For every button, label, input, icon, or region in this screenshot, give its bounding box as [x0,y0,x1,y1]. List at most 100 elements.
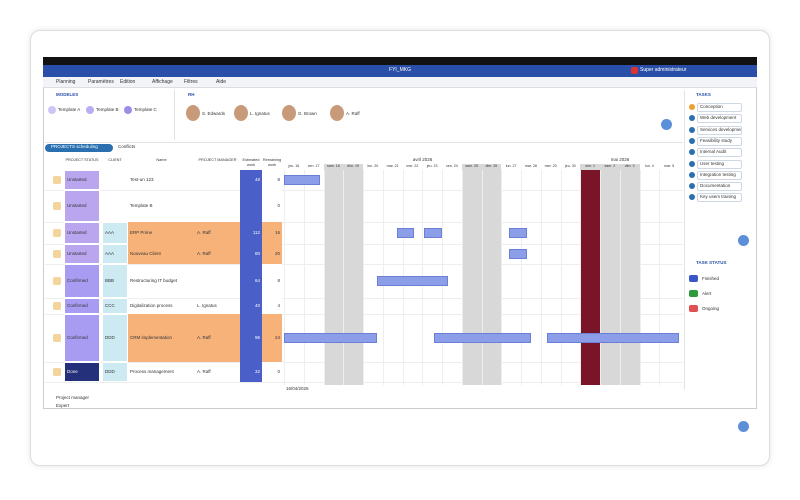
gantt-bar[interactable] [284,175,320,185]
person-name[interactable]: A. Raff [346,111,360,116]
gantt-bar[interactable] [434,333,531,343]
task-icon [689,137,695,144]
gantt-bar[interactable] [509,249,527,259]
tab[interactable]: PROJECTS scheduling [45,144,113,152]
add-button[interactable] [738,421,749,432]
day-column [521,170,541,385]
table-cell [195,190,240,222]
column-header[interactable]: PROJECT MANAGER [198,158,237,162]
window-title: FYI_MKG [389,67,411,73]
model-label[interactable]: Template A [58,107,81,112]
day-label: lun. 27 [505,164,517,168]
gantt-bar[interactable] [376,276,448,286]
person-name[interactable]: G. Brown [298,111,317,116]
menu-item[interactable]: Paramètres [88,79,114,85]
table-cell: 80 [240,244,262,264]
card [30,30,770,466]
menu-item[interactable]: Édition [120,79,136,85]
day-label: ven. 1 [580,164,600,170]
table-cell: Process management [130,369,174,375]
day-column [600,170,620,385]
status-item: Finished [702,276,720,281]
model-label[interactable]: Template C [134,107,157,112]
day-column [481,170,502,385]
task-item[interactable]: Services development [697,125,742,135]
table-cell: Nouveau Client [128,244,195,264]
task-item[interactable]: Web development [697,114,742,124]
task-icon [689,171,695,178]
task-item[interactable]: Conception [697,103,742,112]
task-item[interactable]: User testing [697,159,742,169]
table-cell: Template B [130,203,153,209]
table-cell: A. Raff [195,222,240,244]
table-cell: AAA [102,222,128,244]
day-label: dim. 3 [619,164,640,170]
task-item[interactable]: Integration testing [697,170,742,180]
model-label[interactable]: Template B [96,107,119,112]
task-item[interactable]: Documentation [697,182,742,192]
menu-item[interactable]: Affichage [152,79,173,85]
status-icon [689,290,698,297]
task-item[interactable]: Key users training [697,193,742,203]
menu-item[interactable]: Aide [216,79,227,85]
column-header[interactable]: Estimated work [242,158,260,167]
gantt-bar[interactable] [424,228,442,238]
row-icon [53,176,61,184]
person-name[interactable]: L. Ignatus [250,111,270,116]
gantt-bar[interactable] [546,333,679,343]
day-label: lun. 20 [367,164,379,168]
table-cell: DDD [102,314,128,362]
task-item[interactable]: Feasibility study [697,136,742,146]
day-label: ven. 24 [445,164,458,168]
table-cell: Confirmed [64,314,100,362]
day-label: mer. 22 [406,164,419,168]
row-icon [53,334,61,342]
table-cell [102,170,128,190]
table-cell: Done [64,362,100,382]
panel-title: MODELES [56,92,79,97]
user-name: Super administrateur [640,67,687,73]
day-column [540,170,561,385]
row-line [45,190,683,191]
row-icon [53,229,61,237]
table-cell: Digitalization process [130,303,173,309]
menu-bar [43,77,757,88]
gantt-bar[interactable] [284,333,377,343]
task-icon [689,183,695,190]
gantt-bar[interactable] [396,228,415,238]
column-header[interactable]: PROJECT STATUS [65,158,99,162]
table-cell: ERP Prime [128,222,195,244]
status-item: Alert [702,291,712,296]
day-label: jeu. 16 [288,164,300,168]
month-label: avril 2026 [412,157,433,162]
add-button[interactable] [661,119,672,130]
menu-item[interactable]: Filtres [184,79,198,85]
table-cell: 4 [262,298,282,314]
models-panel [45,90,175,140]
task-icon [689,160,695,167]
column-header[interactable]: CLIENT [108,158,122,162]
table-cell: 96 [240,314,262,362]
day-column [619,170,640,385]
table-cell: 16 [262,222,282,244]
person-name[interactable]: S. Edwards [202,111,226,116]
table-cell: DDD [102,362,128,382]
table-cell: 0 [262,362,282,382]
row-line [45,314,683,315]
column-header[interactable]: Name [156,158,167,162]
add-button[interactable] [738,235,749,246]
table-cell: 8 [262,170,282,190]
column-header[interactable]: Remaining work [262,158,282,167]
tab[interactable]: Conflicts [118,144,136,149]
table-cell: CCC [102,298,128,314]
gantt-bar[interactable] [509,228,527,238]
model-dot [86,106,94,114]
task-icon [689,115,695,122]
status-item: Ongoing [702,306,720,311]
task-item[interactable]: Internal Audit [697,148,742,158]
menu-item[interactable]: Planning [56,79,76,85]
table-cell: 24 [262,314,282,362]
day-label: mar. 5 [664,164,675,168]
day-label: jeu. 23 [426,164,438,168]
